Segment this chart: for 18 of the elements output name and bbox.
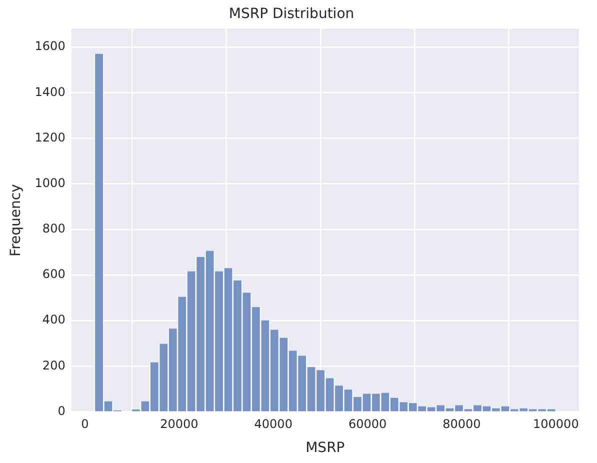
x-tick-label: 20000 <box>160 417 198 432</box>
y-tick-label: 1400 <box>34 84 66 99</box>
x-axis-title: MSRP <box>306 440 345 456</box>
y-tick-label: 1000 <box>34 176 66 190</box>
x-tick-label: 40000 <box>254 417 292 432</box>
y-axis-title: Frequency <box>8 184 24 256</box>
x-tick-label: 60000 <box>348 417 387 432</box>
y-tick-label: 200 <box>42 358 66 372</box>
x-tick-label: 0 <box>81 417 89 432</box>
chart-title: MSRP Distribution <box>228 6 354 22</box>
x-tick-label: 80000 <box>442 417 481 432</box>
y-tick-label: 1200 <box>34 130 66 144</box>
y-tick-label: 800 <box>42 222 66 236</box>
y-tick-label: 400 <box>42 312 66 327</box>
y-tick-label: 0 <box>58 404 66 418</box>
y-tick-label: 1600 <box>34 39 66 54</box>
x-tick-label: 100000 <box>533 417 579 432</box>
y-tick-label: 600 <box>42 267 66 282</box>
